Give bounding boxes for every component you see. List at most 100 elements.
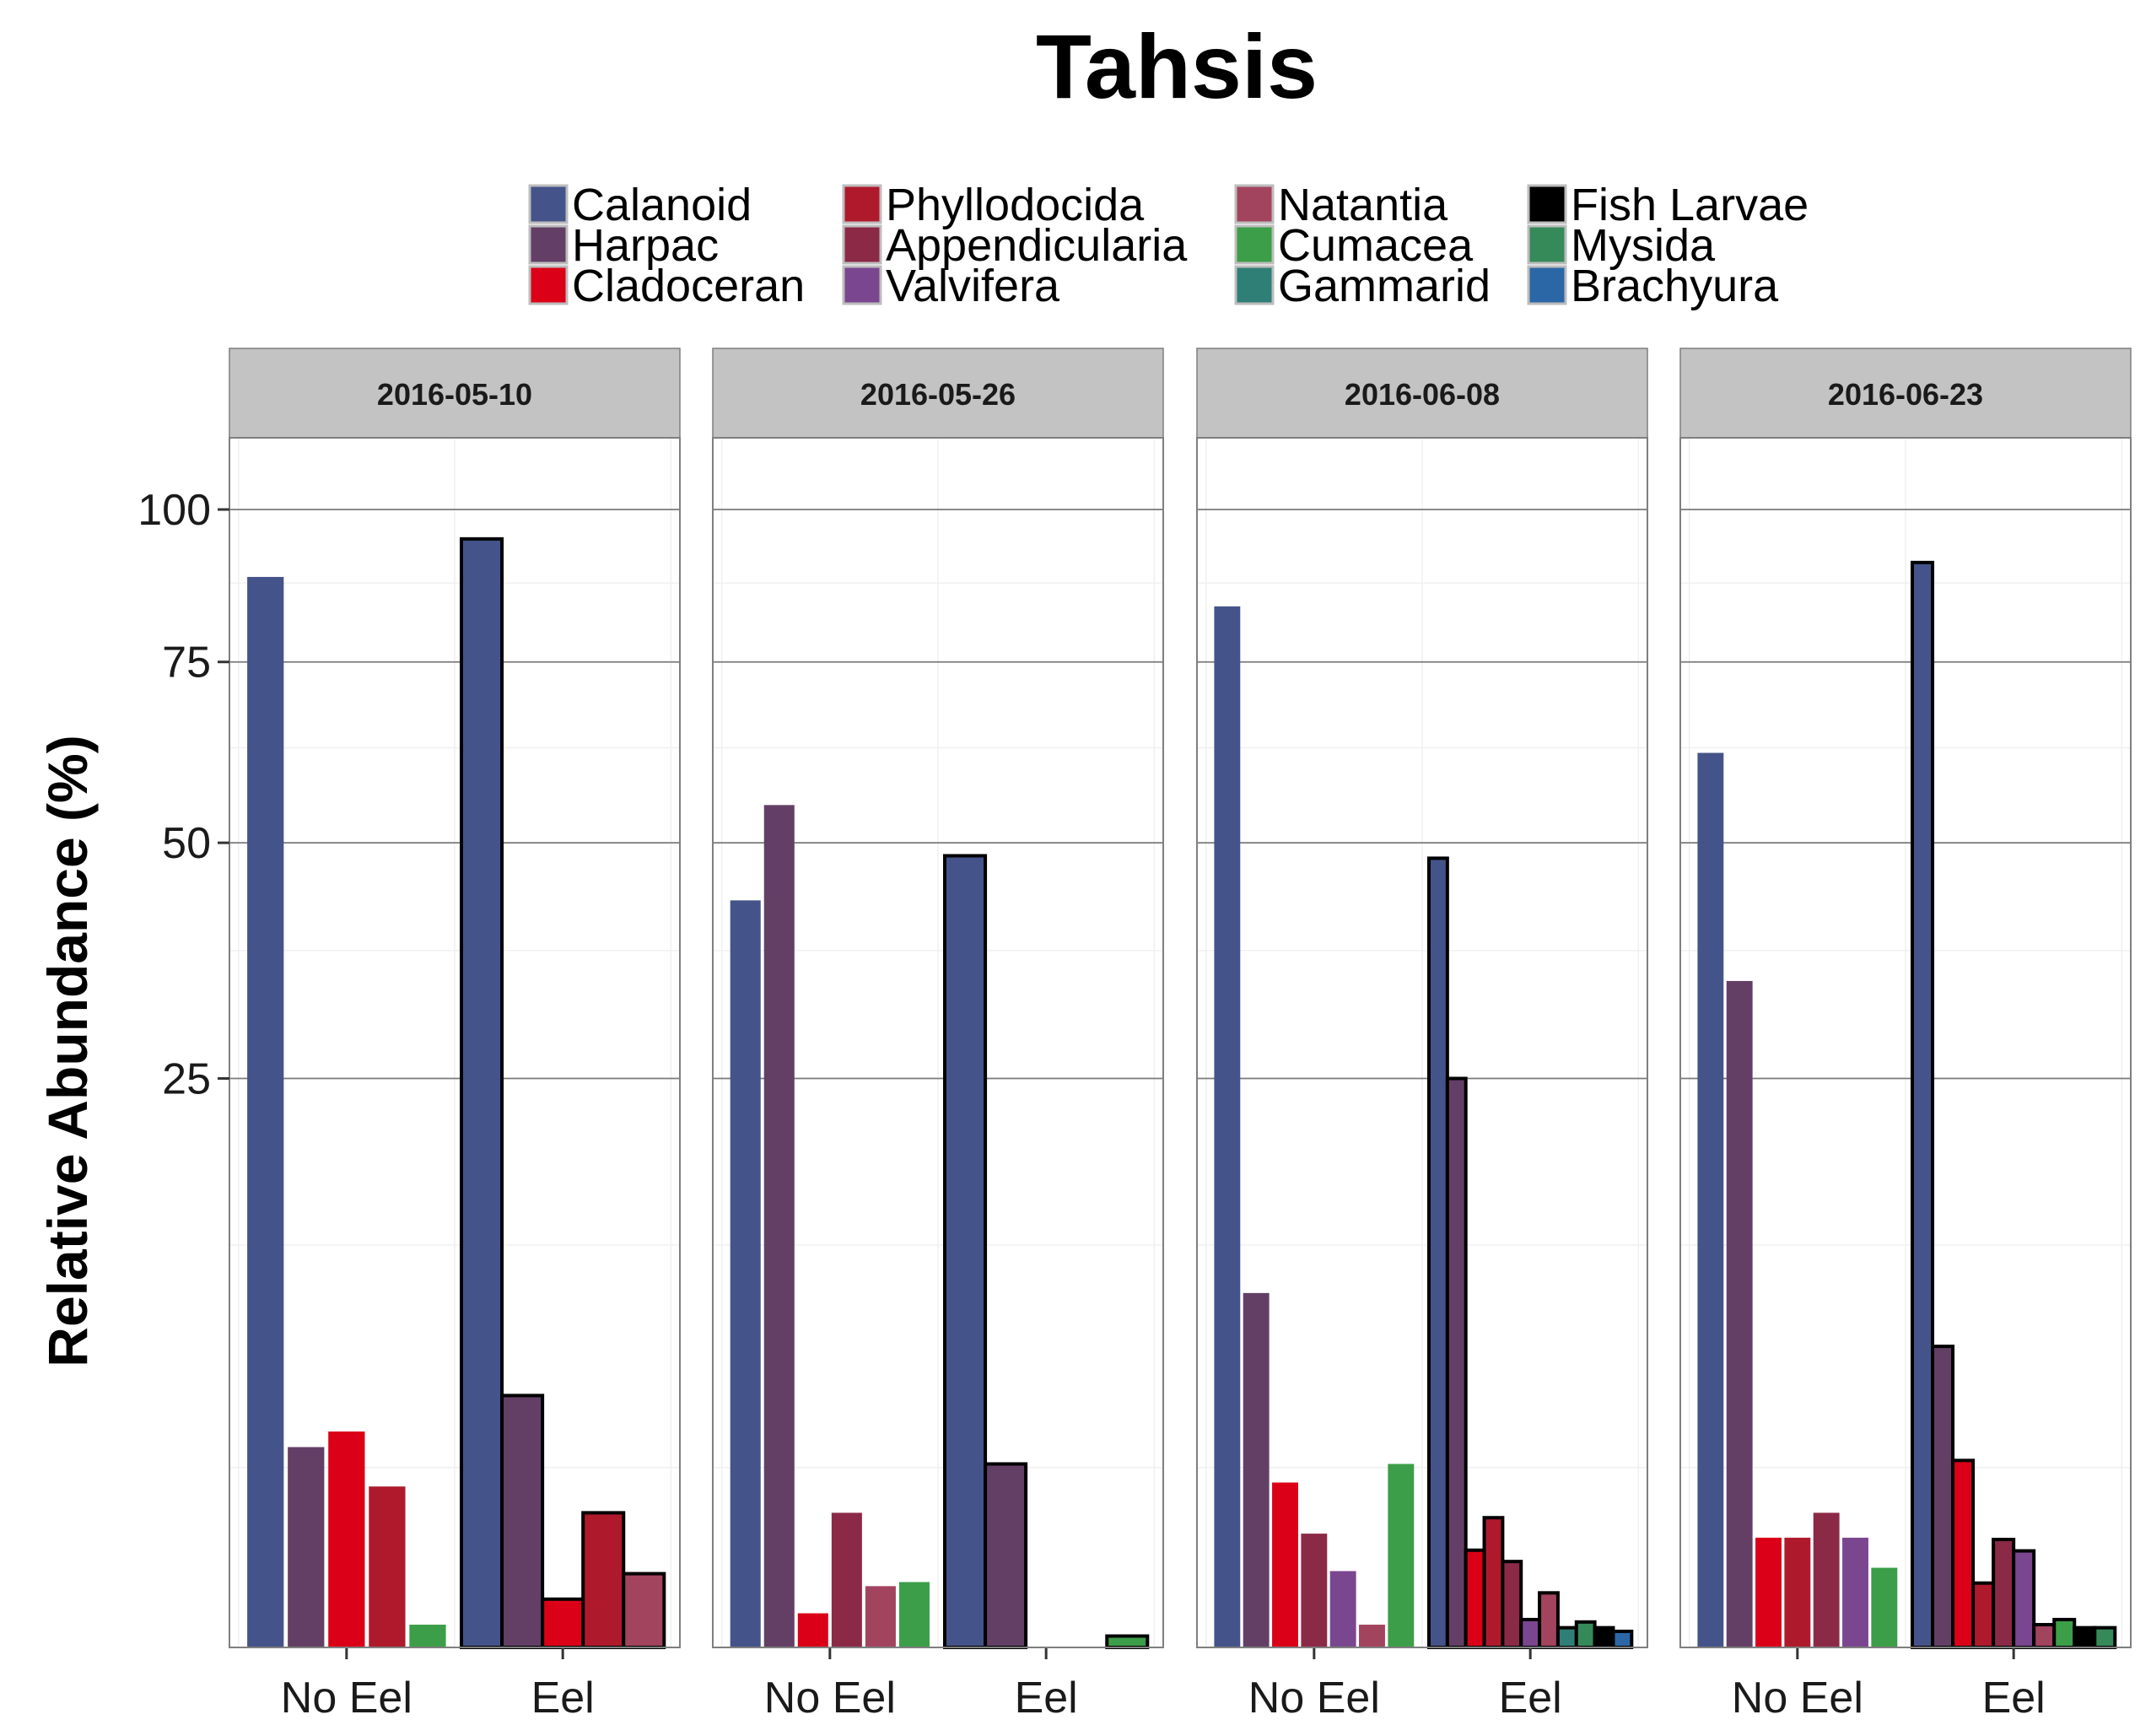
- bar-2016-06-23-no-eel-valvifera: [1842, 1537, 1868, 1647]
- legend-item-cumacea: Cumacea: [1234, 220, 1474, 271]
- panel-2016-05-10: 2016-05-10 No Eel Eel: [229, 348, 681, 1723]
- group-2016-06-08-no-eel: [1214, 606, 1415, 1647]
- bar-2016-05-10-eel-calanoid: [460, 536, 504, 1650]
- bar-2016-06-08-eel-valvifera: [1519, 1617, 1542, 1650]
- panel-border: [1196, 437, 1648, 1648]
- bar-2016-05-10-no-eel-calanoid: [247, 576, 284, 1648]
- bar-2016-06-08-eel-natantia: [1538, 1591, 1560, 1650]
- legend-key-natantia: [1234, 184, 1275, 224]
- legend-label-cladoceran: Cladoceran: [572, 261, 805, 311]
- bar-2016-06-23-eel-fish-larvae: [2073, 1625, 2097, 1650]
- y-axis: 25 50 75 100: [137, 486, 229, 1104]
- bar-2016-06-08-eel-fish-larvae: [1593, 1625, 1615, 1650]
- legend-key-mysida: [1527, 224, 1567, 265]
- legend-item-mysida: Mysida: [1527, 220, 1716, 271]
- group-2016-06-23-eel: [1911, 560, 2117, 1650]
- legend-item-brachyura: Brachyura: [1527, 261, 1779, 311]
- legend-item-natantia: Natantia: [1234, 180, 1448, 230]
- legend-label-valvifera: Valvifera: [886, 261, 1060, 311]
- x-tick-label-eel: Eel: [1982, 1674, 2046, 1723]
- panel-2016-06-08: 2016-06-08 No Eel Eel: [1196, 348, 1648, 1723]
- bar-2016-05-10-no-eel-phyllodocida: [369, 1486, 406, 1647]
- legend-item-gammarid: Gammarid: [1234, 261, 1491, 311]
- bar-2016-06-23-eel-appendicularia: [1992, 1538, 2016, 1649]
- bar-2016-05-26-eel-harpac: [984, 1462, 1028, 1650]
- bar-2016-06-08-no-eel-calanoid: [1214, 606, 1241, 1647]
- panel-border: [1679, 437, 2132, 1648]
- bar-2016-05-26-no-eel-calanoid: [730, 900, 761, 1647]
- y-axis-label: Relative Abundance (%): [36, 735, 99, 1367]
- legend-label-harpac: Harpac: [572, 220, 719, 271]
- strip-label-2016-05-10: 2016-05-10: [377, 377, 532, 412]
- bar-2016-05-10-eel-phyllodocida: [581, 1511, 626, 1649]
- bar-2016-06-23-no-eel-calanoid: [1697, 752, 1724, 1647]
- legend-item-calanoid: Calanoid: [528, 180, 752, 230]
- panel-2016-05-26: 2016-05-26 No Eel Eel: [712, 348, 1164, 1723]
- strip-label-2016-06-08: 2016-06-08: [1345, 377, 1500, 412]
- bar-2016-06-23-eel-mysida: [2093, 1625, 2117, 1650]
- bar-2016-06-08-eel-phyllodocida: [1482, 1516, 1505, 1649]
- group-2016-05-26-eel: [943, 854, 1150, 1650]
- legend-item-valvifera: Valvifera: [842, 261, 1060, 311]
- bar-2016-06-08-eel-calanoid: [1427, 856, 1449, 1649]
- bar-2016-06-23-no-eel-phyllodocida: [1784, 1537, 1811, 1647]
- x-tick-label-eel: Eel: [531, 1674, 595, 1723]
- strip-2016-05-10: [229, 348, 681, 439]
- legend-key-harpac: [528, 224, 569, 265]
- panel-2016-06-23: 2016-06-23 No Eel Eel: [1679, 348, 2132, 1723]
- panel-border: [229, 437, 681, 1648]
- legend-key-cumacea: [1234, 224, 1275, 265]
- bar-2016-06-08-eel-cladoceran: [1464, 1548, 1486, 1650]
- bar-2016-05-10-eel-harpac: [500, 1394, 545, 1649]
- x-tick-label-no-eel: No Eel: [764, 1674, 896, 1723]
- legend-key-appendicularia: [842, 224, 882, 265]
- y-tick-label-100: 100: [137, 486, 211, 535]
- group-2016-05-10-no-eel: [247, 576, 446, 1648]
- x-tick-label-no-eel: No Eel: [281, 1674, 412, 1723]
- chart-title: Tahsis: [1036, 15, 1318, 117]
- legend-item-phyllodocida: Phyllodocida: [842, 180, 1145, 230]
- x-tick-label-no-eel: No Eel: [1732, 1674, 1863, 1723]
- y-tick-label-25: 25: [162, 1055, 211, 1104]
- bar-2016-06-08-no-eel-appendicularia: [1301, 1534, 1328, 1647]
- legend-label-fish-larvae: Fish Larvae: [1571, 180, 1809, 230]
- bar-2016-06-08-eel-brachyura: [1611, 1629, 1634, 1650]
- legend-label-appendicularia: Appendicularia: [886, 220, 1188, 271]
- bar-2016-06-23-eel-phyllodocida: [1971, 1581, 1996, 1649]
- legend-item-cladoceran: Cladoceran: [528, 261, 805, 311]
- legend-key-brachyura: [1527, 265, 1567, 305]
- bar-2016-06-23-no-eel-appendicularia: [1813, 1512, 1840, 1647]
- bar-2016-06-23-eel-calanoid: [1911, 560, 1935, 1649]
- bar-2016-05-26-no-eel-appendicularia: [831, 1512, 862, 1647]
- strip-label-2016-05-26: 2016-05-26: [860, 377, 1016, 412]
- bar-2016-05-10-no-eel-harpac: [288, 1447, 325, 1647]
- bar-2016-06-23-no-eel-harpac: [1726, 980, 1753, 1647]
- bar-2016-05-26-no-eel-cumacea: [898, 1582, 930, 1647]
- legend-key-cladoceran: [528, 265, 569, 305]
- legend-key-calanoid: [528, 184, 569, 224]
- y-tick-label-50: 50: [162, 819, 211, 868]
- bar-2016-06-23-eel-valvifera: [2012, 1549, 2036, 1649]
- y-tick-label-75: 75: [162, 639, 211, 687]
- bar-2016-06-23-eel-cladoceran: [1951, 1458, 1976, 1650]
- strip-2016-05-26: [712, 348, 1164, 439]
- bar-2016-05-26-eel-cumacea: [1105, 1634, 1150, 1649]
- group-2016-06-23-no-eel: [1697, 752, 1898, 1647]
- bar-2016-06-08-no-eel-cumacea: [1388, 1464, 1415, 1647]
- legend-key-gammarid: [1234, 265, 1275, 305]
- bar-2016-05-26-eel-calanoid: [943, 854, 988, 1649]
- legend-label-brachyura: Brachyura: [1571, 261, 1779, 311]
- legend-item-harpac: Harpac: [528, 220, 719, 271]
- bar-2016-06-08-no-eel-natantia: [1359, 1625, 1385, 1647]
- bar-2016-06-08-eel-gammarid: [1555, 1625, 1578, 1650]
- bar-2016-05-26-no-eel-natantia: [865, 1586, 896, 1647]
- legend-key-valvifera: [842, 265, 882, 305]
- strip-2016-06-08: [1196, 348, 1648, 439]
- legend-item-fish-larvae: Fish Larvae: [1527, 180, 1809, 230]
- strip-label-2016-06-23: 2016-06-23: [1828, 377, 1983, 412]
- bar-2016-05-10-no-eel-cumacea: [409, 1625, 446, 1647]
- bar-2016-06-23-eel-natantia: [2032, 1623, 2057, 1650]
